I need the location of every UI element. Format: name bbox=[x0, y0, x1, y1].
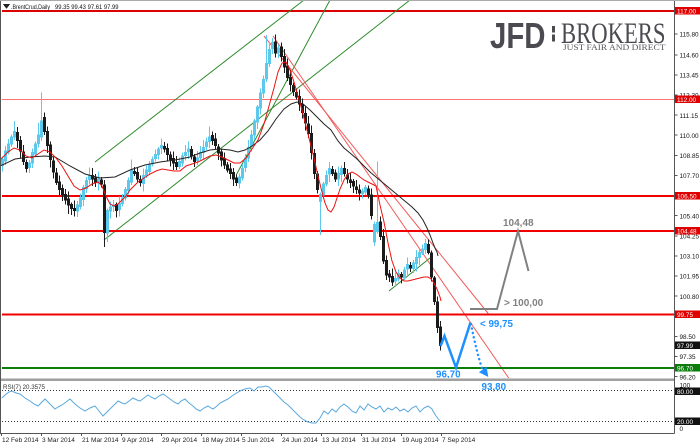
svg-text:104.48: 104.48 bbox=[677, 228, 697, 235]
svg-text:93,80: 93,80 bbox=[482, 382, 507, 393]
svg-text:107.70: 107.70 bbox=[680, 173, 700, 180]
svg-text:3 Mar 2014: 3 Mar 2014 bbox=[42, 437, 75, 444]
svg-text:21 Mar 2014: 21 Mar 2014 bbox=[82, 437, 119, 444]
svg-text:RSI(7) 20.3575: RSI(7) 20.3575 bbox=[3, 384, 46, 391]
svg-text:99.35 99.43 97.61 97.99: 99.35 99.43 97.61 97.99 bbox=[55, 4, 119, 11]
svg-text:98.50: 98.50 bbox=[680, 334, 696, 341]
svg-text:103.10: 103.10 bbox=[680, 254, 700, 261]
svg-text:> 100,00: > 100,00 bbox=[504, 298, 544, 309]
svg-text:105.40: 105.40 bbox=[680, 213, 700, 220]
svg-text:96,70: 96,70 bbox=[436, 369, 461, 380]
svg-text:114.60: 114.60 bbox=[680, 53, 700, 60]
svg-text:31 Jul 2014: 31 Jul 2014 bbox=[362, 437, 396, 444]
svg-text:110.00: 110.00 bbox=[680, 133, 700, 140]
svg-text:100.80: 100.80 bbox=[680, 294, 700, 301]
svg-text:7 Sep 2014: 7 Sep 2014 bbox=[442, 437, 476, 444]
svg-text:20.00: 20.00 bbox=[677, 419, 693, 426]
svg-text:JFD: JFD bbox=[490, 15, 546, 56]
svg-text:12 Feb 2014: 12 Feb 2014 bbox=[2, 437, 39, 444]
svg-text:13 Jul 2014: 13 Jul 2014 bbox=[322, 437, 356, 444]
svg-text:100: 100 bbox=[680, 383, 691, 390]
svg-text:< 99,75: < 99,75 bbox=[480, 319, 514, 330]
svg-text:113.45: 113.45 bbox=[680, 73, 700, 80]
svg-text:19 Aug 2014: 19 Aug 2014 bbox=[402, 437, 439, 444]
svg-text:29 Apr 2014: 29 Apr 2014 bbox=[162, 437, 197, 444]
svg-text:18 May 2014: 18 May 2014 bbox=[202, 437, 240, 444]
svg-text:5 Jun 2014: 5 Jun 2014 bbox=[242, 437, 275, 444]
svg-text:96.20: 96.20 bbox=[680, 374, 696, 381]
svg-text:9 Apr 2014: 9 Apr 2014 bbox=[122, 437, 154, 444]
svg-text:112.00: 112.00 bbox=[677, 97, 697, 104]
svg-text:0: 0 bbox=[680, 426, 684, 433]
svg-text:97.35: 97.35 bbox=[680, 354, 696, 361]
svg-text:97.99: 97.99 bbox=[677, 343, 693, 350]
svg-text:111.15: 111.15 bbox=[680, 113, 699, 120]
svg-text:80.00: 80.00 bbox=[677, 389, 693, 396]
svg-text:115.80: 115.80 bbox=[680, 32, 700, 39]
svg-text:JUST FAIR AND DIRECT: JUST FAIR AND DIRECT bbox=[563, 43, 666, 52]
svg-text:101.95: 101.95 bbox=[680, 274, 700, 281]
svg-text:96.70: 96.70 bbox=[677, 365, 693, 372]
svg-text:.BrentCrud,Daily: .BrentCrud,Daily bbox=[11, 4, 51, 11]
svg-text:99.75: 99.75 bbox=[677, 312, 693, 319]
svg-text:104.25: 104.25 bbox=[680, 234, 700, 241]
svg-text:104,48: 104,48 bbox=[503, 218, 534, 229]
svg-text:106.50: 106.50 bbox=[677, 193, 697, 200]
svg-text:108.85: 108.85 bbox=[680, 153, 700, 160]
svg-text:24 Jun 2014: 24 Jun 2014 bbox=[282, 437, 318, 444]
svg-text:117.00: 117.00 bbox=[677, 8, 697, 15]
svg-text:BROKERS: BROKERS bbox=[561, 17, 666, 50]
